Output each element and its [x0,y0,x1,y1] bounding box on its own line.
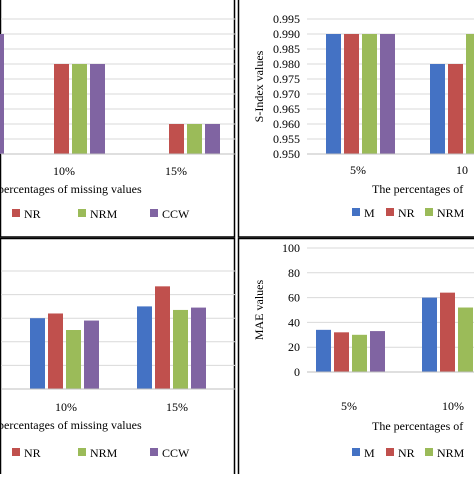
x-tick-label: 5% [341,399,357,413]
legend-label-NR: NR [398,446,415,460]
legend-label-NRM: NRM [90,207,118,221]
legend-swatch-CCW [150,209,158,217]
bar-NRM-15% [173,310,188,389]
legend-swatch-NRM [78,448,86,456]
bar-M-10% [30,318,45,389]
legend-label-NR: NR [24,207,41,221]
bar-NRM-10% [466,34,474,154]
y-tick-label: 0.980 [273,57,300,71]
legend-label-M: M [364,206,375,220]
x-tick-label: 10% [442,399,464,413]
y-tick-label: 0.990 [273,27,300,41]
x-tick-label: 10 [456,163,468,177]
bar-NR-5% [344,34,359,154]
x-tick-label: 15% [166,400,188,414]
legend-swatch-M [352,208,360,216]
bar-NR-15% [169,124,184,154]
legend-label-NR: NR [24,446,41,460]
legend-swatch-M [352,448,360,456]
y-tick-label: 80 [288,266,300,280]
bar-CCW-10% [90,64,105,154]
bar-M-5% [326,34,341,154]
bar-M-15% [137,306,152,389]
bar-NR-10% [448,64,463,154]
bar-NR-10% [440,293,455,372]
legend-label-CCW: CCW [162,446,190,460]
legend-label-NRM: NRM [90,446,118,460]
y-tick-label: 0.950 [273,147,300,161]
legend-label-CCW: CCW [162,207,190,221]
legend-swatch-NR [12,209,20,217]
bar-NRM-15% [187,124,202,154]
y-tick-label: 0 [294,365,300,379]
y-tick-label: 20 [288,340,300,354]
y-tick-label: 0.975 [273,72,300,86]
bar-NRM-10% [72,64,87,154]
legend-swatch-NRM [425,448,433,456]
y-tick-label: 60 [288,291,300,305]
bar-NRM-10% [66,330,81,389]
legend-swatch-NRM [78,209,86,217]
bar-NRM-5% [362,34,377,154]
bar-CCW-5% [370,331,385,372]
x-axis-label: percentages of missing values [0,182,142,196]
bar-M-10% [422,298,437,372]
y-axis-label: MAE values [252,280,266,341]
bar-NR-10% [54,64,69,154]
bar-CCW-10% [84,321,99,389]
bar-NRM-10% [458,308,473,372]
y-tick-label: 0.955 [273,132,300,146]
bar-M-5% [316,330,331,372]
legend-label-NRM: NRM [437,446,465,460]
panel-border-top-left [1,0,235,237]
x-tick-label: 15% [165,164,187,178]
x-tick-label: 10% [55,400,77,414]
legend-label-NR: NR [398,206,415,220]
bar-CCW-15% [191,308,206,389]
y-tick-label: 0.970 [273,87,300,101]
bar-NR-15% [155,286,170,389]
legend-swatch-NR [386,208,394,216]
bar-CCW-15% [205,124,220,154]
legend-swatch-NR [386,448,394,456]
x-axis-label: The percentages of [372,182,463,196]
bar-NR-10% [48,313,63,389]
y-tick-label: 0.985 [273,42,300,56]
x-axis-label: percentages of missing values [0,418,142,432]
y-axis-label: S-Index values [252,50,266,122]
bar-NR-5% [334,332,349,372]
y-tick-label: 100 [282,241,300,255]
legend-label-M: M [364,446,375,460]
bar-M-10% [430,64,445,154]
legend-swatch-NR [12,448,20,456]
x-tick-label: 10% [53,164,75,178]
legend-swatch-NRM [425,208,433,216]
x-tick-label: 5% [350,163,366,177]
bar-partial-CCW [0,34,4,154]
bar-CCW-5% [380,34,395,154]
y-tick-label: 0.965 [273,102,300,116]
legend-swatch-CCW [150,448,158,456]
bar-NRM-5% [352,335,367,372]
y-tick-label: 40 [288,315,300,329]
y-tick-label: 0.995 [273,12,300,26]
legend-label-NRM: NRM [437,206,465,220]
x-axis-label: The percentages of [372,419,463,433]
y-tick-label: 0.960 [273,117,300,131]
